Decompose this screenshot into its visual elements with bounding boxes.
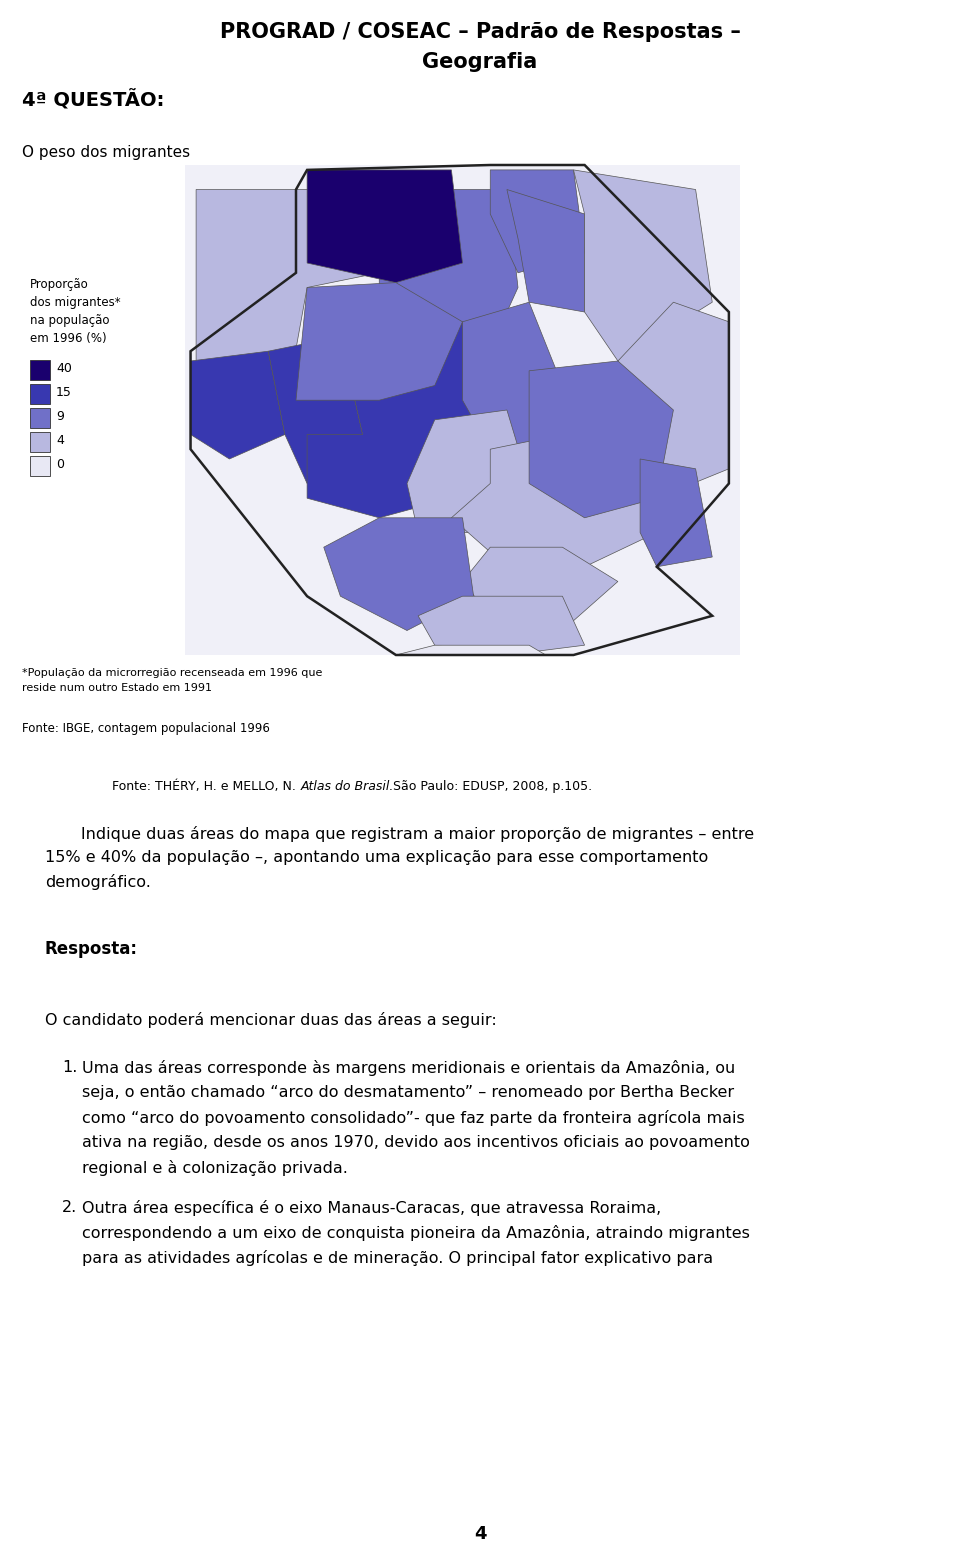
Text: O candidato poderá mencionar duas das áreas a seguir:: O candidato poderá mencionar duas das ár…	[45, 1012, 496, 1029]
Bar	[30, 409, 50, 427]
Text: Geografia: Geografia	[422, 51, 538, 71]
Text: para as atividades agrícolas e de mineração. O principal fator explicativo para: para as atividades agrícolas e de minera…	[82, 1249, 713, 1267]
Text: Resposta:: Resposta:	[45, 940, 138, 957]
Text: O peso dos migrantes: O peso dos migrantes	[22, 145, 190, 160]
Text: 9: 9	[56, 410, 64, 423]
Text: 2.: 2.	[62, 1200, 77, 1215]
Polygon shape	[185, 165, 740, 654]
Polygon shape	[640, 458, 712, 567]
Text: Proporção
dos migrantes*
na população
em 1996 (%): Proporção dos migrantes* na população em…	[30, 278, 121, 345]
Polygon shape	[463, 301, 563, 449]
Polygon shape	[507, 190, 585, 312]
Text: regional e à colonização privada.: regional e à colonização privada.	[82, 1159, 348, 1176]
Polygon shape	[491, 169, 585, 274]
Text: seja, o então chamado “arco do desmatamento” – renomeado por Bertha Becker: seja, o então chamado “arco do desmatame…	[82, 1085, 734, 1100]
Text: 4: 4	[56, 434, 64, 448]
Polygon shape	[618, 301, 729, 499]
Text: PROGRAD / COSEAC – Padrão de Respostas –: PROGRAD / COSEAC – Padrão de Respostas –	[220, 22, 740, 42]
Text: 15% e 40% da população –, apontando uma explicação para esse comportamento: 15% e 40% da população –, apontando uma …	[45, 850, 708, 866]
Text: 0: 0	[56, 458, 64, 471]
Text: como “arco do povoamento consolidado”- que faz parte da fronteira agrícola mais: como “arco do povoamento consolidado”- q…	[82, 1110, 745, 1127]
Bar	[30, 455, 50, 476]
Bar	[30, 361, 50, 381]
Text: 4ª QUESTÃO:: 4ª QUESTÃO:	[22, 90, 164, 110]
Polygon shape	[419, 597, 585, 654]
Text: Fonte: THÉRY, H. e MELLO, N.: Fonte: THÉRY, H. e MELLO, N.	[112, 780, 300, 793]
Text: São Paulo: EDUSP, 2008, p.105.: São Paulo: EDUSP, 2008, p.105.	[389, 780, 592, 793]
Bar	[30, 432, 50, 452]
Polygon shape	[407, 410, 529, 533]
Text: Uma das áreas corresponde às margens meridionais e orientais da Amazônia, ou: Uma das áreas corresponde às margens mer…	[82, 1060, 735, 1075]
Text: 4: 4	[473, 1524, 487, 1543]
Polygon shape	[268, 337, 363, 483]
Text: demográfico.: demográfico.	[45, 873, 151, 890]
Text: Atlas do Brasil.: Atlas do Brasil.	[301, 780, 395, 793]
Polygon shape	[307, 169, 463, 283]
Polygon shape	[190, 351, 285, 458]
Bar	[30, 384, 50, 404]
Polygon shape	[307, 322, 491, 517]
Polygon shape	[379, 190, 518, 385]
Polygon shape	[573, 169, 712, 361]
Polygon shape	[451, 435, 657, 567]
Text: *População da microrregião recenseada em 1996 que: *População da microrregião recenseada em…	[22, 668, 323, 678]
Text: reside num outro Estado em 1991: reside num outro Estado em 1991	[22, 684, 212, 693]
Polygon shape	[296, 283, 463, 401]
Text: Indique duas áreas do mapa que registram a maior proporção de migrantes – entre: Indique duas áreas do mapa que registram…	[45, 827, 755, 842]
Text: ativa na região, desde os anos 1970, devido aos incentivos oficiais ao povoament: ativa na região, desde os anos 1970, dev…	[82, 1134, 750, 1150]
Text: 15: 15	[56, 385, 72, 399]
Text: correspondendo a um eixo de conquista pioneira da Amazônia, atraindo migrantes: correspondendo a um eixo de conquista pi…	[82, 1225, 750, 1242]
Text: Fonte: IBGE, contagem populacional 1996: Fonte: IBGE, contagem populacional 1996	[22, 723, 270, 735]
Text: 1.: 1.	[62, 1060, 78, 1075]
Polygon shape	[196, 190, 379, 410]
Polygon shape	[396, 645, 545, 654]
Polygon shape	[324, 517, 473, 631]
Polygon shape	[463, 547, 618, 631]
Text: 40: 40	[56, 362, 72, 375]
Polygon shape	[529, 361, 673, 517]
Text: Outra área específica é o eixo Manaus-Caracas, que atravessa Roraima,: Outra área específica é o eixo Manaus-Ca…	[82, 1200, 661, 1215]
